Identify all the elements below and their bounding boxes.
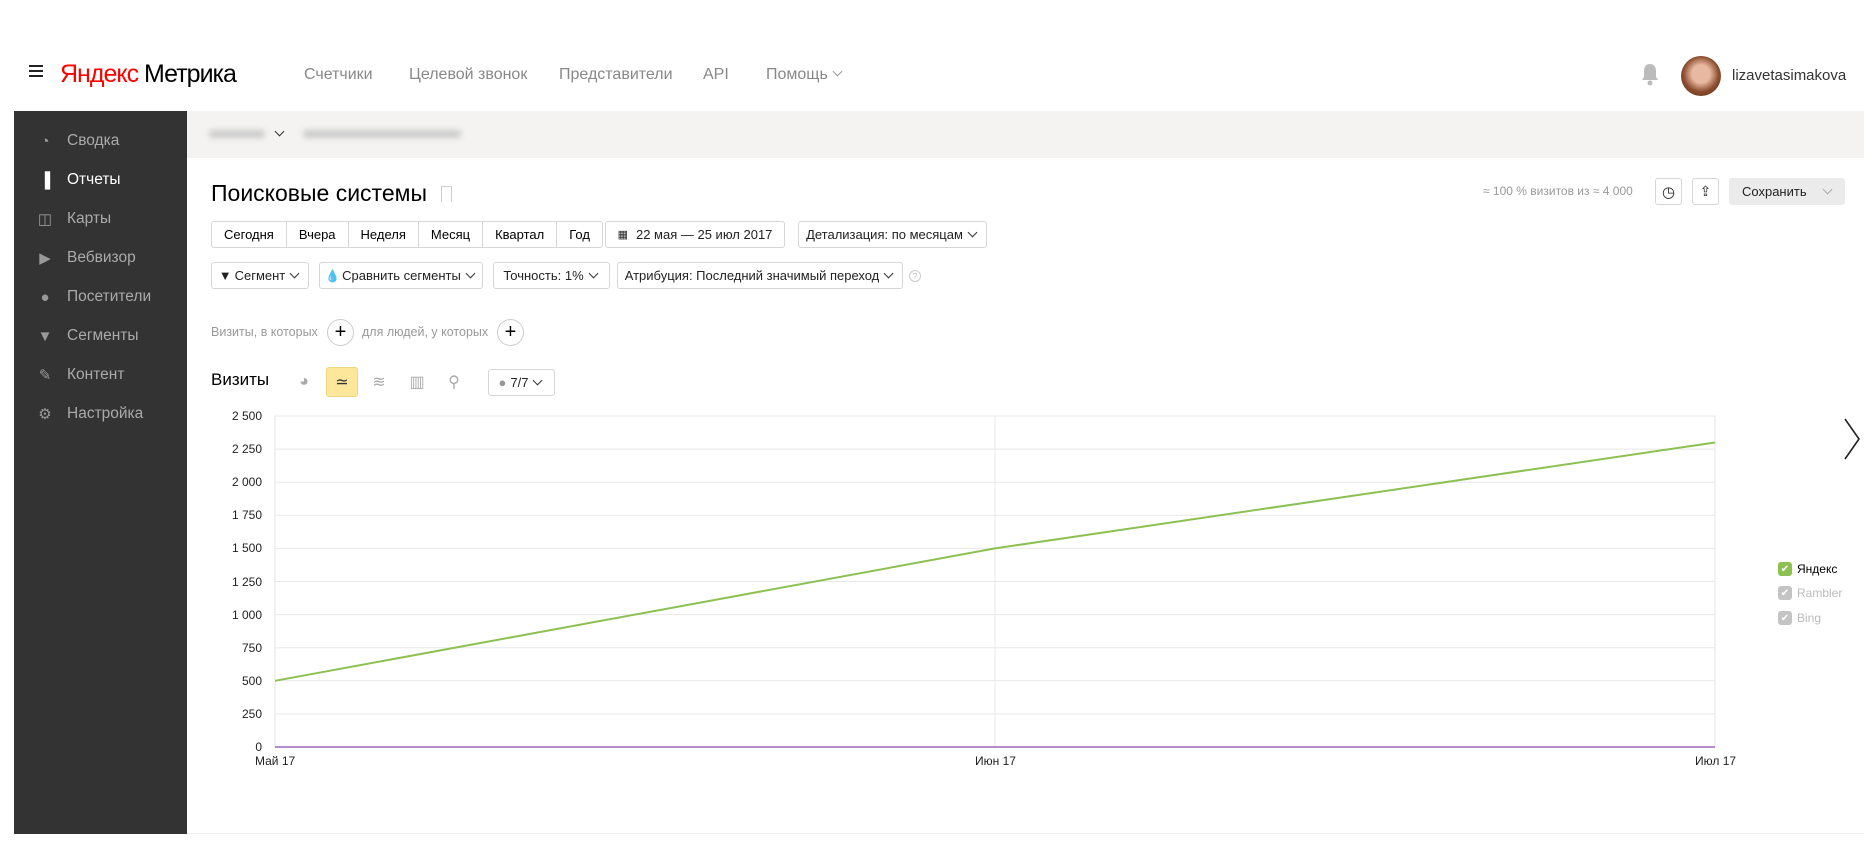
- avatar[interactable]: [1681, 56, 1721, 96]
- gauge-icon: ◔: [40, 132, 50, 150]
- username[interactable]: lizavetasimakova: [1732, 67, 1847, 84]
- add-people-condition-button[interactable]: +: [497, 319, 524, 346]
- funnel-icon: ▼: [37, 327, 53, 345]
- gear-icon: ⚙: [38, 406, 52, 423]
- period-week[interactable]: Неделя: [349, 222, 419, 247]
- help-icon[interactable]: ?: [909, 270, 921, 282]
- visits-condition-label: Визиты, в которых: [211, 325, 318, 339]
- drops-icon: 💧: [325, 268, 341, 283]
- series-selector-dropdown[interactable]: ● 7/7: [488, 369, 555, 396]
- sidebar-item-settings[interactable]: ⚙ Настройка: [36, 402, 143, 426]
- content-divider: [187, 833, 1864, 834]
- clock-icon: ◷: [1661, 183, 1676, 201]
- history-button[interactable]: ◷: [1655, 178, 1682, 205]
- y-tick-label: 500: [241, 673, 262, 688]
- segment-dropdown[interactable]: ▼ Сегмент: [211, 262, 309, 289]
- sidebar-item-content[interactable]: ✎ Контент: [36, 363, 125, 387]
- date-range-button[interactable]: ▦ 22 мая — 25 июл 2017: [605, 221, 785, 248]
- page-title: Поисковые системы: [211, 180, 427, 206]
- y-tick-label: 750: [241, 640, 262, 655]
- counter-name-blurred: [209, 130, 265, 138]
- period-selector: Сегодня Вчера Неделя Месяц Квартал Год: [211, 221, 603, 248]
- nav-help[interactable]: Помощь: [766, 66, 844, 84]
- line-chart-icon[interactable]: ≃: [326, 367, 358, 397]
- sidebar: ◔ Сводка ▐ Отчеты ◫ Карты ▶ Вебвизор ● Посети…: [14, 111, 187, 834]
- legend-item-yandex[interactable]: ✔ Яндекс: [1778, 562, 1837, 576]
- period-today[interactable]: Сегодня: [212, 222, 287, 247]
- filter-icon: ▼: [218, 268, 232, 283]
- checkbox-checked-icon: ✔: [1778, 611, 1792, 625]
- detail-dropdown[interactable]: Детализация: по месяцам: [798, 221, 987, 248]
- y-tick-label: 1 750: [231, 508, 262, 523]
- compare-segments-dropdown[interactable]: 💧 Сравнить сегменты: [319, 262, 483, 289]
- bar-chart-icon: ▐: [39, 171, 51, 189]
- sidebar-item-summary[interactable]: ◔ Сводка: [36, 129, 119, 153]
- period-month[interactable]: Месяц: [419, 222, 484, 247]
- period-yesterday[interactable]: Вчера: [287, 222, 349, 247]
- period-year[interactable]: Год: [569, 227, 590, 242]
- metric-title: Визиты: [211, 370, 270, 389]
- series-line-яндекс: [274, 441, 1716, 682]
- sidebar-item-maps[interactable]: ◫ Карты: [37, 210, 112, 228]
- sidebar-item-reports[interactable]: ▐ Отчеты: [36, 168, 121, 192]
- accuracy-dropdown[interactable]: Точность: 1%: [493, 262, 610, 289]
- bell-icon[interactable]: [1640, 62, 1660, 86]
- bar-chart-icon[interactable]: ▥: [409, 374, 425, 391]
- x-tick-label: Июл 17: [1695, 754, 1737, 768]
- counter-bar: [187, 111, 1864, 158]
- plus-icon: +: [334, 321, 347, 343]
- add-visit-condition-button[interactable]: +: [327, 319, 354, 346]
- y-tick-label: 2 250: [231, 442, 262, 457]
- sidebar-item-visitors[interactable]: ● Посетители: [36, 285, 151, 309]
- nav-counters[interactable]: Счетчики: [304, 66, 373, 83]
- logo[interactable]: Яндекс Метрика: [60, 60, 237, 88]
- sidebar-item-segments[interactable]: ▼ Сегменты: [37, 327, 139, 345]
- people-condition-label: для людей, у которых: [362, 325, 489, 339]
- plus-icon: +: [504, 321, 517, 343]
- checkbox-checked-icon: ✔: [1778, 562, 1792, 576]
- person-icon: ●: [40, 288, 50, 306]
- bookmark-icon[interactable]: [441, 186, 452, 202]
- period-quarter[interactable]: Квартал: [483, 222, 558, 247]
- nav-target-call[interactable]: Целевой звонок: [409, 66, 528, 83]
- attribution-dropdown[interactable]: Атрибуция: Последний значимый переход: [617, 262, 903, 289]
- x-tick-label: Май 17: [255, 754, 296, 768]
- y-tick-label: 1 500: [231, 541, 262, 556]
- map-pin-icon[interactable]: ⚲: [448, 374, 460, 391]
- menu-icon[interactable]: [29, 65, 43, 77]
- checkbox-checked-icon: ✔: [1778, 586, 1792, 600]
- play-icon: ▶: [39, 250, 51, 267]
- legend-item-rambler[interactable]: ✔ Rambler: [1778, 586, 1842, 600]
- x-tick-label: Июн 17: [975, 754, 1016, 768]
- save-button[interactable]: Сохранить: [1729, 178, 1845, 205]
- y-tick-label: 2 000: [231, 475, 262, 490]
- map-layout-icon: ◫: [37, 211, 53, 228]
- pie-chart-icon[interactable]: ◕: [299, 373, 309, 390]
- y-tick-label: 250: [241, 706, 262, 721]
- sampling-stats: ≈ 100 % визитов из ≈ 4 000: [1483, 184, 1633, 198]
- counter-url-blurred: [303, 130, 461, 138]
- pencil-icon: ✎: [38, 367, 52, 384]
- nav-api[interactable]: API: [703, 66, 729, 83]
- y-tick-label: 1 250: [231, 574, 262, 589]
- export-button[interactable]: ⇪: [1692, 178, 1719, 205]
- y-tick-label: 1 000: [231, 607, 262, 622]
- y-tick-label: 0: [255, 740, 262, 754]
- calendar-icon: ▦: [617, 229, 628, 241]
- next-chevron-icon[interactable]: [1842, 417, 1862, 461]
- upload-icon: ⇪: [1699, 183, 1712, 199]
- area-chart-icon[interactable]: ≋: [372, 374, 386, 391]
- legend-item-bing[interactable]: ✔ Bing: [1778, 611, 1821, 625]
- y-tick-label: 2 500: [231, 409, 262, 423]
- sidebar-item-webvisor[interactable]: ▶ Вебвизор: [36, 246, 136, 270]
- comment-icon: ●: [498, 375, 507, 390]
- nav-representatives[interactable]: Представители: [559, 66, 673, 83]
